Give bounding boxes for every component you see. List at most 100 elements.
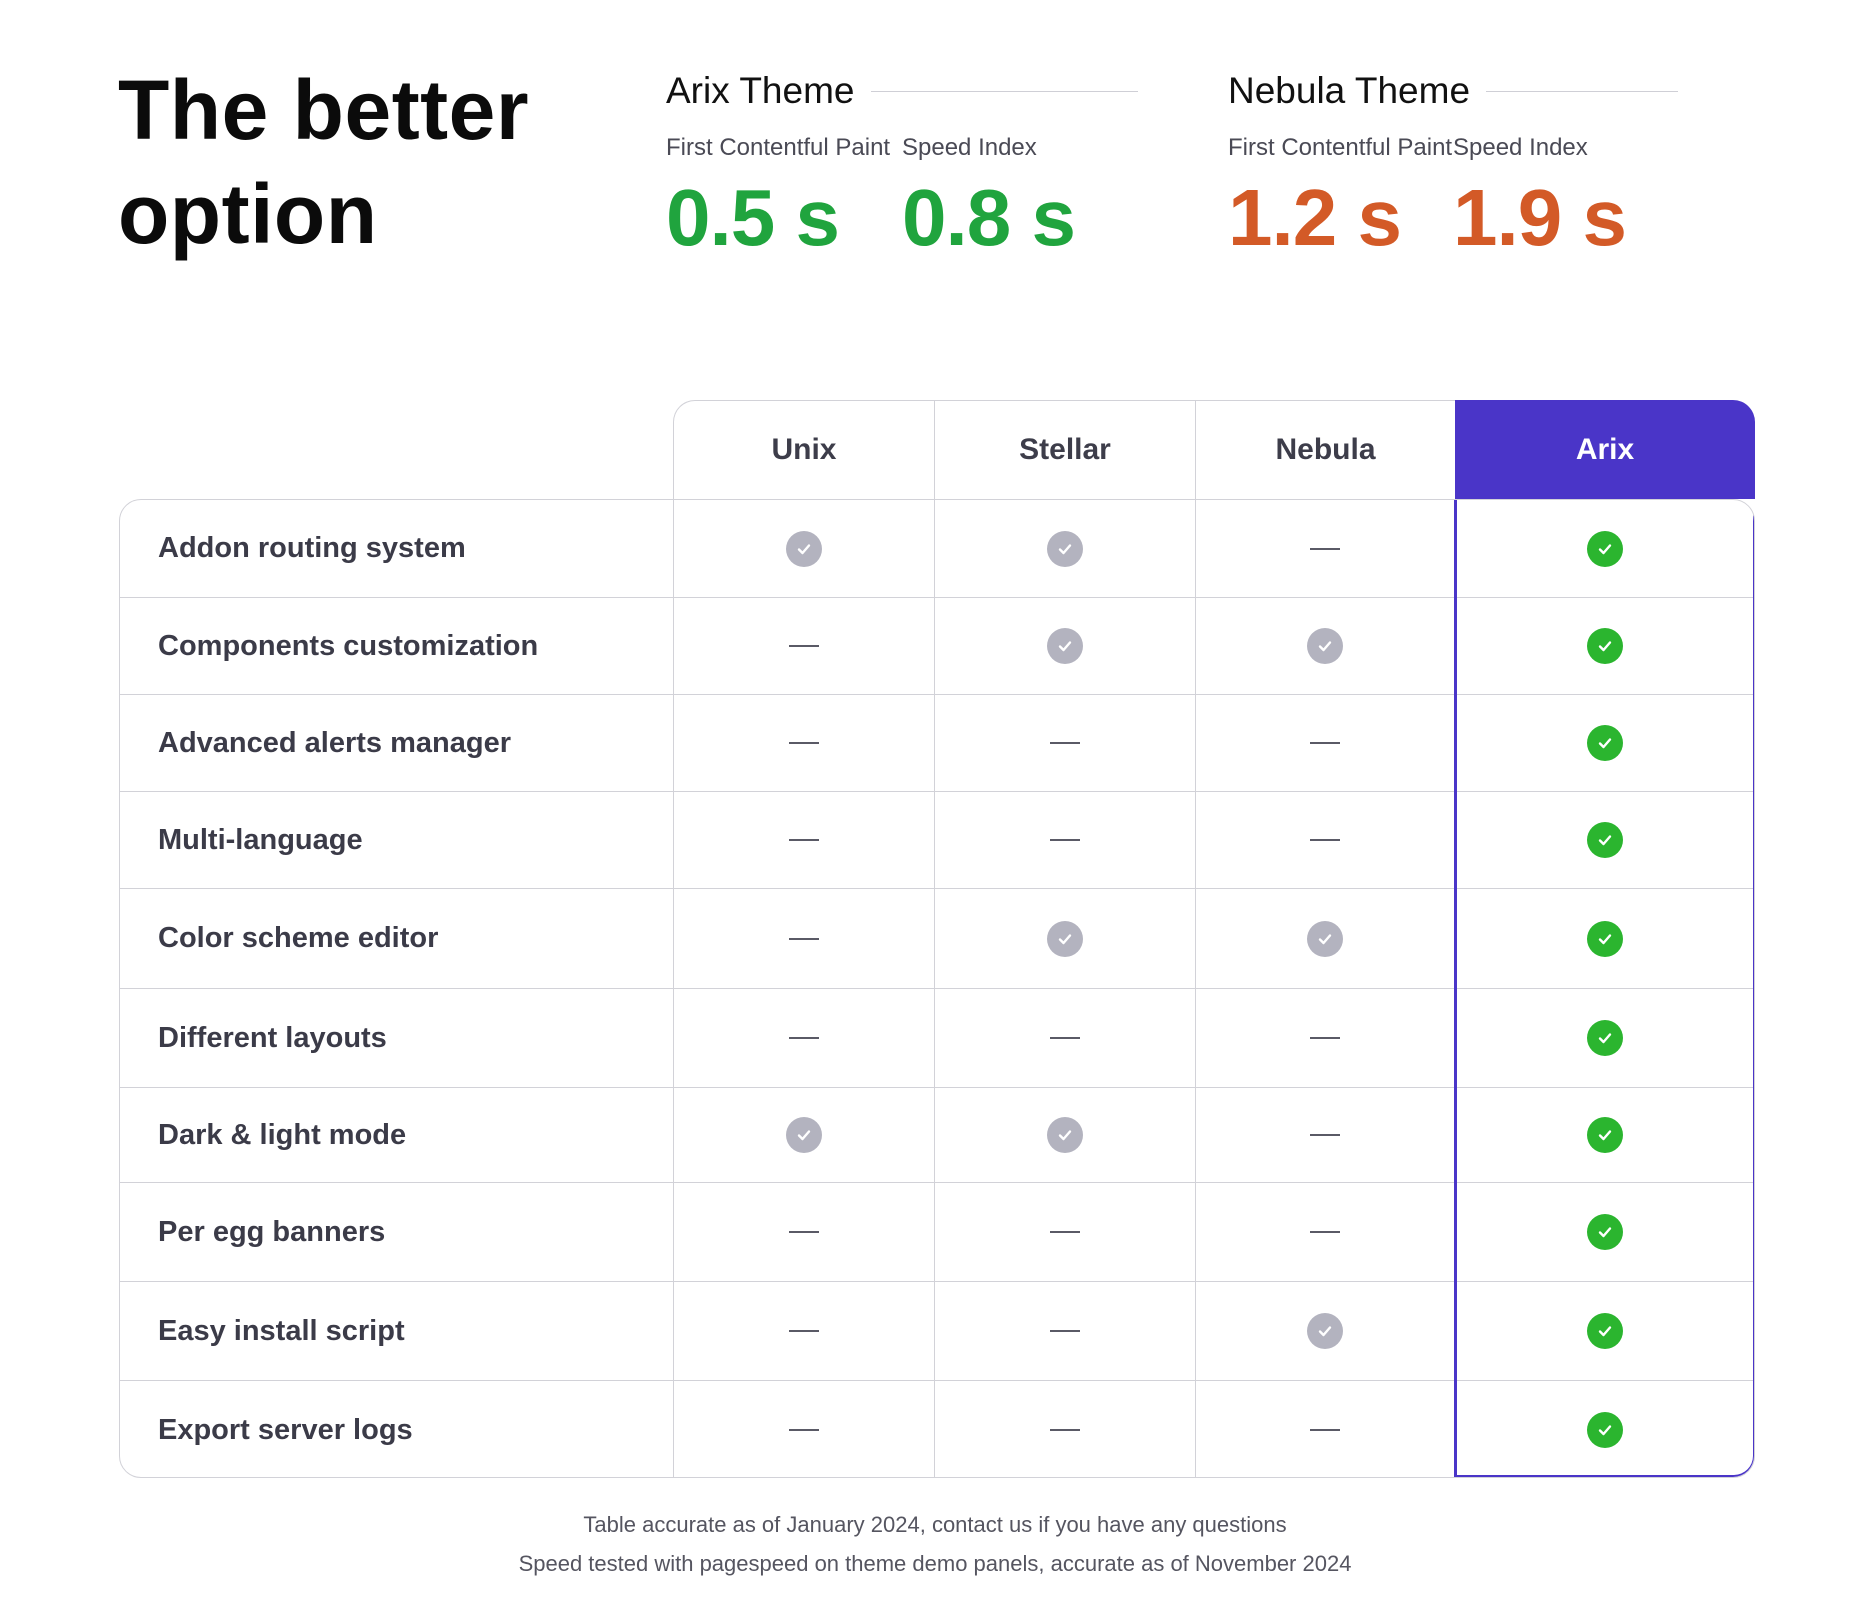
metric-value: 1.9 s: [1453, 173, 1627, 262]
divider: [870, 90, 1138, 92]
table-row: Per egg banners: [120, 1182, 1754, 1281]
nebula-theme-metrics: Nebula Theme First Contentful Paint 1.2 …: [1228, 68, 1678, 264]
title-line-1: The better: [118, 63, 530, 157]
feature-label: Multi-language: [158, 823, 363, 856]
cell-stellar: [934, 500, 1195, 597]
metric-value: 0.5 s: [666, 173, 840, 262]
cell-unix: [673, 598, 934, 694]
column-header-arix: Arix: [1455, 400, 1755, 499]
cell-arix: [1454, 500, 1754, 597]
dash-icon: [1309, 547, 1340, 550]
cell-nebula: [1195, 1183, 1454, 1281]
cell-unix: [673, 792, 934, 888]
arix-theme-name: Arix Theme: [666, 70, 855, 111]
cell-nebula: [1195, 1282, 1454, 1380]
column-divider: [673, 500, 674, 1477]
cell-nebula: [1195, 1088, 1454, 1182]
check-icon: [1046, 920, 1083, 957]
check-icon: [1587, 1020, 1623, 1056]
cell-arix: [1454, 889, 1754, 988]
feature-label: Components customization: [158, 629, 539, 662]
dash-icon: [1049, 839, 1080, 841]
cell-arix: [1454, 1088, 1754, 1182]
column-divider: [1195, 500, 1196, 1477]
arix-theme-metrics: Arix Theme First Contentful Paint 0.5 s …: [666, 68, 1138, 264]
column-header-stellar: Stellar: [934, 400, 1195, 499]
cell-arix: [1454, 598, 1754, 694]
dash-icon: [1049, 1330, 1080, 1332]
table-row: Export server logs: [120, 1380, 1754, 1477]
table-row: Easy install script: [120, 1281, 1754, 1380]
check-icon: [1046, 530, 1083, 567]
cell-arix: [1454, 1381, 1754, 1477]
dash-icon: [788, 1231, 819, 1233]
cell-unix: [673, 989, 934, 1087]
check-icon: [1587, 1313, 1623, 1349]
title-line-2: option: [118, 167, 378, 261]
dash-icon: [1049, 1037, 1080, 1039]
cell-unix: [673, 1183, 934, 1281]
feature-label: Advanced alerts manager: [158, 726, 511, 759]
arix-fcp-metric: First Contentful Paint 0.5 s: [666, 134, 902, 264]
feature-label: Color scheme editor: [158, 922, 439, 954]
metric-value: 1.2 s: [1228, 173, 1402, 262]
cell-arix: [1454, 1282, 1754, 1380]
dash-icon: [1309, 1429, 1340, 1431]
column-header-nebula: Nebula: [1195, 400, 1455, 499]
check-icon: [1306, 628, 1343, 664]
metric-label: First Contentful Paint: [666, 134, 891, 161]
dash-icon: [788, 937, 819, 940]
metric-value: 0.8 s: [902, 173, 1076, 262]
cell-unix: [673, 1381, 934, 1477]
check-icon: [1587, 1214, 1623, 1250]
dash-icon: [1309, 1037, 1340, 1039]
dash-icon: [1049, 1231, 1080, 1233]
check-icon: [1587, 1117, 1623, 1153]
dash-icon: [788, 839, 819, 841]
table-row: Advanced alerts manager: [120, 694, 1754, 791]
column-header-unix: Unix: [673, 400, 934, 499]
check-icon: [1587, 628, 1623, 664]
dash-icon: [1309, 1231, 1340, 1233]
feature-label: Different layouts: [158, 1021, 387, 1054]
dash-icon: [788, 645, 819, 647]
cell-stellar: [934, 1183, 1195, 1281]
cell-unix: [673, 1282, 934, 1380]
feature-label: Export server logs: [158, 1413, 413, 1446]
metric-label: Speed Index: [1453, 134, 1588, 161]
dash-icon: [788, 1429, 819, 1431]
check-icon: [1306, 920, 1343, 957]
dash-icon: [1309, 1134, 1340, 1136]
cell-stellar: [934, 1282, 1195, 1380]
dash-icon: [1049, 1429, 1080, 1431]
cell-unix: [673, 1088, 934, 1182]
cell-arix: [1454, 989, 1754, 1087]
check-icon: [1046, 628, 1083, 664]
table-row: Different layouts: [120, 988, 1754, 1087]
table-row: Multi-language: [120, 791, 1754, 888]
check-icon: [785, 530, 822, 567]
cell-stellar: [934, 1088, 1195, 1182]
cell-arix: [1454, 792, 1754, 888]
feature-label: Addon routing system: [158, 532, 466, 564]
feature-label: Per egg banners: [158, 1215, 386, 1248]
cell-nebula: [1195, 1381, 1454, 1477]
cell-arix: [1454, 695, 1754, 791]
metric-label: First Contentful Paint: [1228, 134, 1453, 161]
cell-unix: [673, 695, 934, 791]
cell-stellar: [934, 695, 1195, 791]
dash-icon: [788, 1037, 819, 1039]
footnote-table-date: Table accurate as of January 2024, conta…: [583, 1512, 1287, 1537]
nebula-theme-name: Nebula Theme: [1228, 70, 1471, 111]
metric-label: Speed Index: [902, 134, 1037, 161]
cell-stellar: [934, 889, 1195, 988]
cell-nebula: [1195, 989, 1454, 1087]
check-icon: [1587, 725, 1623, 761]
nebula-speed-index-metric: Speed Index 1.9 s: [1453, 134, 1678, 264]
comparison-table: Export server logs Easy install script Per…: [119, 499, 1755, 1478]
cell-nebula: [1195, 792, 1454, 888]
dash-icon: [1309, 839, 1340, 841]
table-row: Dark & light mode: [120, 1087, 1754, 1182]
cell-nebula: [1195, 598, 1454, 694]
table-row: Components customization: [120, 597, 1754, 694]
